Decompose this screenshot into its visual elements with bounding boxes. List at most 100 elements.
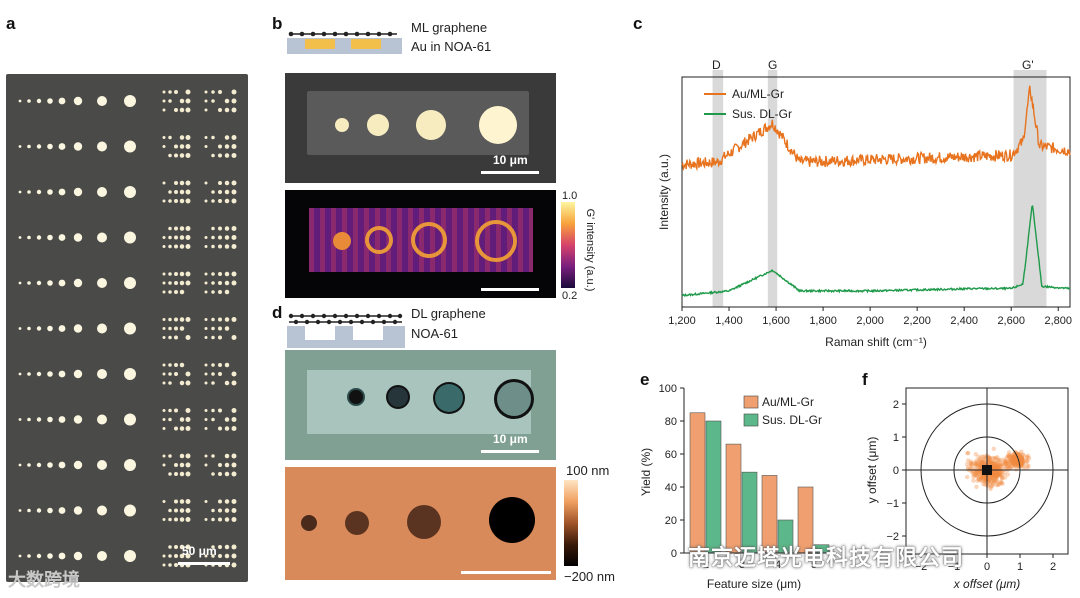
micro-dot bbox=[168, 290, 172, 294]
micro-dot bbox=[47, 98, 53, 104]
offset-point bbox=[1015, 463, 1020, 469]
micro-dot bbox=[27, 463, 31, 467]
micro-dot bbox=[73, 506, 83, 515]
micro-dot bbox=[174, 463, 178, 467]
offset-point bbox=[1007, 461, 1012, 466]
micro-dot bbox=[162, 136, 166, 139]
panel-d-layer2: NOA-61 bbox=[411, 326, 458, 341]
micro-dot bbox=[204, 281, 208, 285]
offset-point bbox=[1009, 453, 1014, 458]
micro-dot bbox=[218, 144, 222, 149]
offset-point bbox=[989, 479, 995, 485]
offset-point bbox=[1011, 457, 1016, 462]
micro-dot bbox=[162, 318, 166, 321]
micro-dot bbox=[231, 544, 237, 550]
micro-dot bbox=[204, 463, 208, 467]
offset-point bbox=[1021, 465, 1027, 471]
offset-point bbox=[1026, 456, 1032, 461]
offset-point bbox=[994, 464, 999, 469]
offset-point bbox=[1012, 459, 1017, 464]
micro-dot bbox=[27, 99, 31, 103]
offset-point bbox=[1010, 454, 1016, 460]
micro-dot bbox=[47, 553, 53, 559]
offset-point bbox=[982, 476, 988, 482]
offset-point bbox=[990, 464, 996, 469]
offset-point bbox=[984, 479, 989, 484]
offset-point bbox=[1006, 463, 1012, 469]
micro-dot bbox=[218, 545, 222, 549]
micro-dot bbox=[231, 135, 237, 140]
micro-dot bbox=[185, 153, 191, 158]
offset-point bbox=[989, 460, 995, 465]
offset-point bbox=[992, 478, 998, 484]
micro-dot bbox=[231, 517, 237, 522]
offset-point bbox=[988, 475, 994, 481]
micro-dot bbox=[174, 90, 178, 94]
offset-point bbox=[981, 481, 986, 487]
micro-dot bbox=[204, 290, 208, 294]
micro-dot bbox=[204, 90, 208, 94]
offset-point bbox=[994, 477, 999, 483]
micro-dot bbox=[162, 336, 166, 339]
offset-point bbox=[986, 458, 992, 463]
micro-dot bbox=[231, 453, 237, 459]
panel-a-scale-bar bbox=[178, 562, 230, 565]
micro-dot bbox=[18, 418, 22, 421]
offset-point bbox=[1004, 460, 1009, 465]
micro-dot bbox=[73, 96, 83, 106]
micro-dot bbox=[168, 153, 172, 158]
offset-point bbox=[995, 465, 1000, 470]
micro-dot bbox=[168, 554, 172, 558]
micro-dot bbox=[185, 235, 191, 240]
micro-dot bbox=[224, 244, 230, 249]
offset-origin-marker bbox=[982, 465, 992, 475]
micro-dot bbox=[204, 199, 208, 203]
offset-point bbox=[976, 458, 981, 463]
offset-point bbox=[995, 481, 1001, 487]
offset-point bbox=[1012, 460, 1018, 465]
offset-point bbox=[980, 461, 985, 466]
micro-dot bbox=[27, 417, 31, 422]
micro-dot bbox=[179, 280, 185, 286]
micro-dot bbox=[168, 381, 172, 385]
offset-point bbox=[969, 462, 974, 467]
legend-sus-bar-swatch bbox=[743, 413, 759, 427]
watermark-right: 南京迈塔光电科技有限公司 bbox=[688, 545, 965, 570]
micro-dot bbox=[18, 99, 22, 103]
micro-dot bbox=[18, 509, 22, 512]
offset-point bbox=[1013, 460, 1018, 465]
panel-c-label: c bbox=[633, 14, 643, 33]
micro-dot bbox=[168, 335, 172, 340]
offset-point bbox=[989, 483, 995, 489]
offset-point bbox=[982, 475, 987, 481]
micro-dot bbox=[124, 504, 136, 517]
offset-point bbox=[997, 470, 1003, 475]
micro-dot bbox=[27, 235, 31, 240]
offset-point bbox=[993, 464, 999, 469]
micro-dot bbox=[162, 381, 166, 385]
micro-dot bbox=[27, 326, 31, 331]
micro-dot bbox=[174, 272, 178, 276]
micro-dot bbox=[218, 517, 222, 522]
offset-point bbox=[991, 481, 996, 486]
micro-dot bbox=[97, 187, 107, 197]
offset-point bbox=[988, 486, 993, 492]
offset-point bbox=[1004, 463, 1010, 469]
band-g2-region bbox=[1013, 70, 1047, 307]
offset-point bbox=[1025, 462, 1030, 468]
micro-dot bbox=[204, 318, 208, 321]
micro-dot bbox=[47, 189, 53, 195]
offset-point bbox=[976, 470, 981, 476]
offset-point bbox=[971, 478, 976, 483]
micro-dot bbox=[162, 272, 166, 276]
offset-point bbox=[972, 472, 977, 478]
offset-point bbox=[1017, 455, 1022, 460]
offset-point bbox=[1011, 461, 1017, 467]
micro-dot bbox=[47, 280, 53, 286]
legend-au-label: Au/ML-Gr bbox=[732, 87, 784, 101]
micro-dot bbox=[218, 181, 222, 185]
offset-xtick-label: −1 bbox=[948, 561, 961, 573]
offset-point bbox=[1020, 452, 1026, 457]
offset-point bbox=[993, 472, 998, 477]
raman-plot-frame bbox=[681, 76, 1071, 308]
